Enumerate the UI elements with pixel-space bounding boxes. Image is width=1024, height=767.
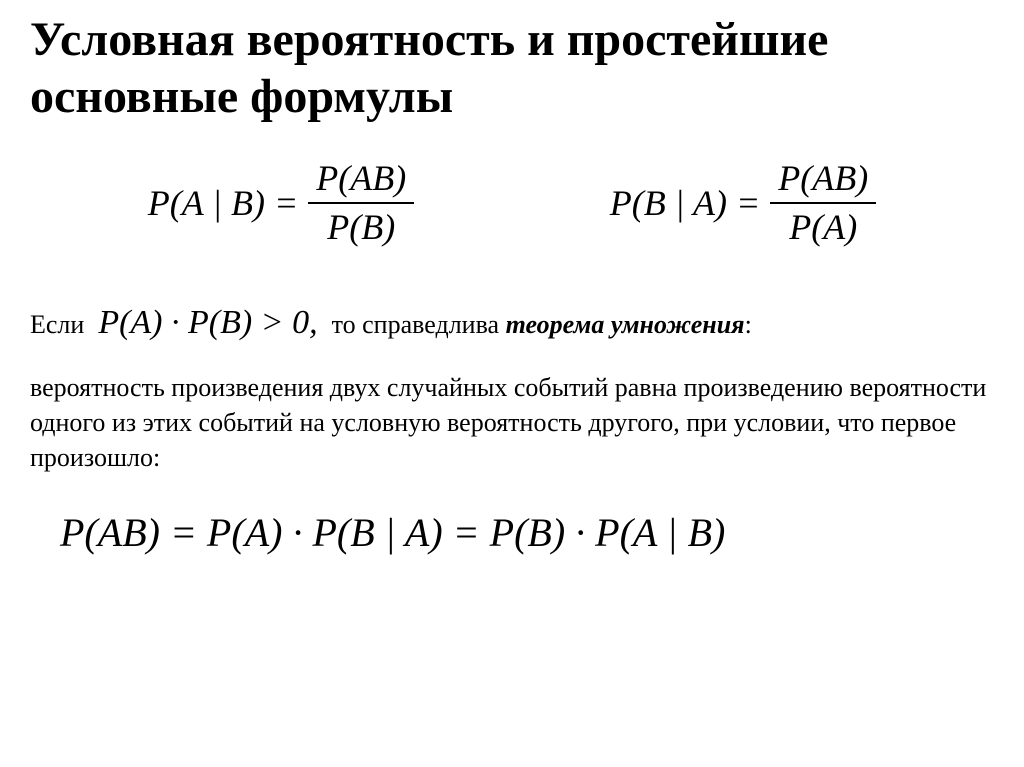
conditional-formulas-row: P(A | B) = P(AB) P(B) P(B | A) = P(AB) P…	[30, 157, 994, 249]
formula-lhs: P(B | A) =	[610, 182, 761, 224]
formula-p-b-given-a: P(B | A) = P(AB) P(A)	[610, 157, 876, 249]
condition-line: Если P(A) · P(B) > 0, то справедлива тео…	[30, 304, 994, 342]
numerator: P(AB)	[770, 157, 876, 200]
numerator: P(AB)	[308, 157, 414, 200]
slide-content: Условная вероятность и простейшие основн…	[0, 0, 1024, 556]
then-suffix: :	[745, 310, 752, 339]
condition-math: P(A) · P(B) > 0,	[98, 304, 317, 342]
fraction: P(AB) P(B)	[308, 157, 414, 249]
slide-title: Условная вероятность и простейшие основн…	[30, 12, 994, 125]
multiplication-formula: P(AB) = P(A) · P(B | A) = P(B) · P(A | B…	[30, 509, 994, 556]
then-prefix: то справедлива	[332, 310, 506, 339]
denominator: P(A)	[781, 206, 865, 249]
if-word: Если	[30, 310, 84, 340]
then-part: то справедлива теорема умножения:	[332, 310, 752, 340]
fraction-bar	[308, 202, 414, 204]
formula-lhs: P(A | B) =	[148, 182, 299, 224]
fraction-bar	[770, 202, 876, 204]
fraction: P(AB) P(A)	[770, 157, 876, 249]
formula-p-a-given-b: P(A | B) = P(AB) P(B)	[148, 157, 414, 249]
theorem-statement: вероятность произведения двух случайных …	[30, 370, 990, 475]
theorem-name: теорема умножения	[506, 310, 745, 339]
denominator: P(B)	[319, 206, 403, 249]
